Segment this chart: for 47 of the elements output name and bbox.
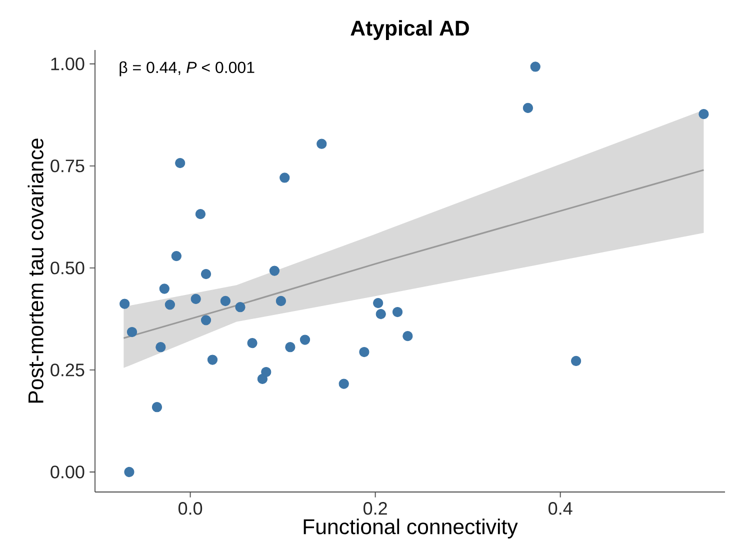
- x-tick-label: 0.0: [178, 502, 202, 515]
- point: [392, 306, 403, 318]
- x-tick-label: 0.4: [548, 502, 572, 515]
- point: [280, 172, 290, 183]
- point: [269, 266, 280, 276]
- point: [152, 402, 162, 412]
- point: [175, 158, 186, 168]
- point: [190, 294, 201, 304]
- point: [522, 102, 534, 114]
- y-tick-label: 0.75: [50, 160, 84, 172]
- point: [698, 109, 709, 120]
- chart-title: Atypical AD: [350, 20, 469, 40]
- line-series: [122, 169, 705, 339]
- point: [402, 331, 413, 342]
- x-axis-title: Functional connectivity: [304, 518, 518, 538]
- point: [570, 356, 582, 366]
- point: [200, 315, 212, 326]
- point: [285, 342, 296, 352]
- point: [171, 251, 182, 262]
- point: [207, 354, 218, 365]
- point: [261, 366, 272, 378]
- y-axis-title: Post-mortem tau covariance: [28, 138, 44, 403]
- point: [159, 284, 170, 294]
- point: [376, 308, 386, 320]
- point: [338, 378, 349, 389]
- point: [126, 326, 138, 338]
- point: [156, 342, 166, 352]
- annotation: β = 0.44, P < 0.001: [120, 61, 254, 76]
- point: [276, 296, 286, 306]
- point: [235, 302, 246, 312]
- y-tick-label: 0.50: [50, 262, 84, 274]
- point: [124, 466, 134, 478]
- point: [164, 300, 176, 310]
- x-tick-label: 0.2: [364, 502, 387, 515]
- point: [530, 62, 540, 72]
- y-tick-label: 1.00: [51, 58, 84, 70]
- point: [200, 268, 212, 280]
- point: [300, 334, 310, 345]
- point: [220, 296, 231, 306]
- point: [373, 298, 384, 308]
- point: [316, 138, 327, 149]
- y-tick-label: 0.00: [50, 466, 84, 478]
- point: [120, 298, 130, 309]
- point: [247, 338, 258, 348]
- point: [195, 208, 206, 220]
- y-tick-label: 0.25: [50, 364, 84, 376]
- point: [359, 346, 370, 358]
